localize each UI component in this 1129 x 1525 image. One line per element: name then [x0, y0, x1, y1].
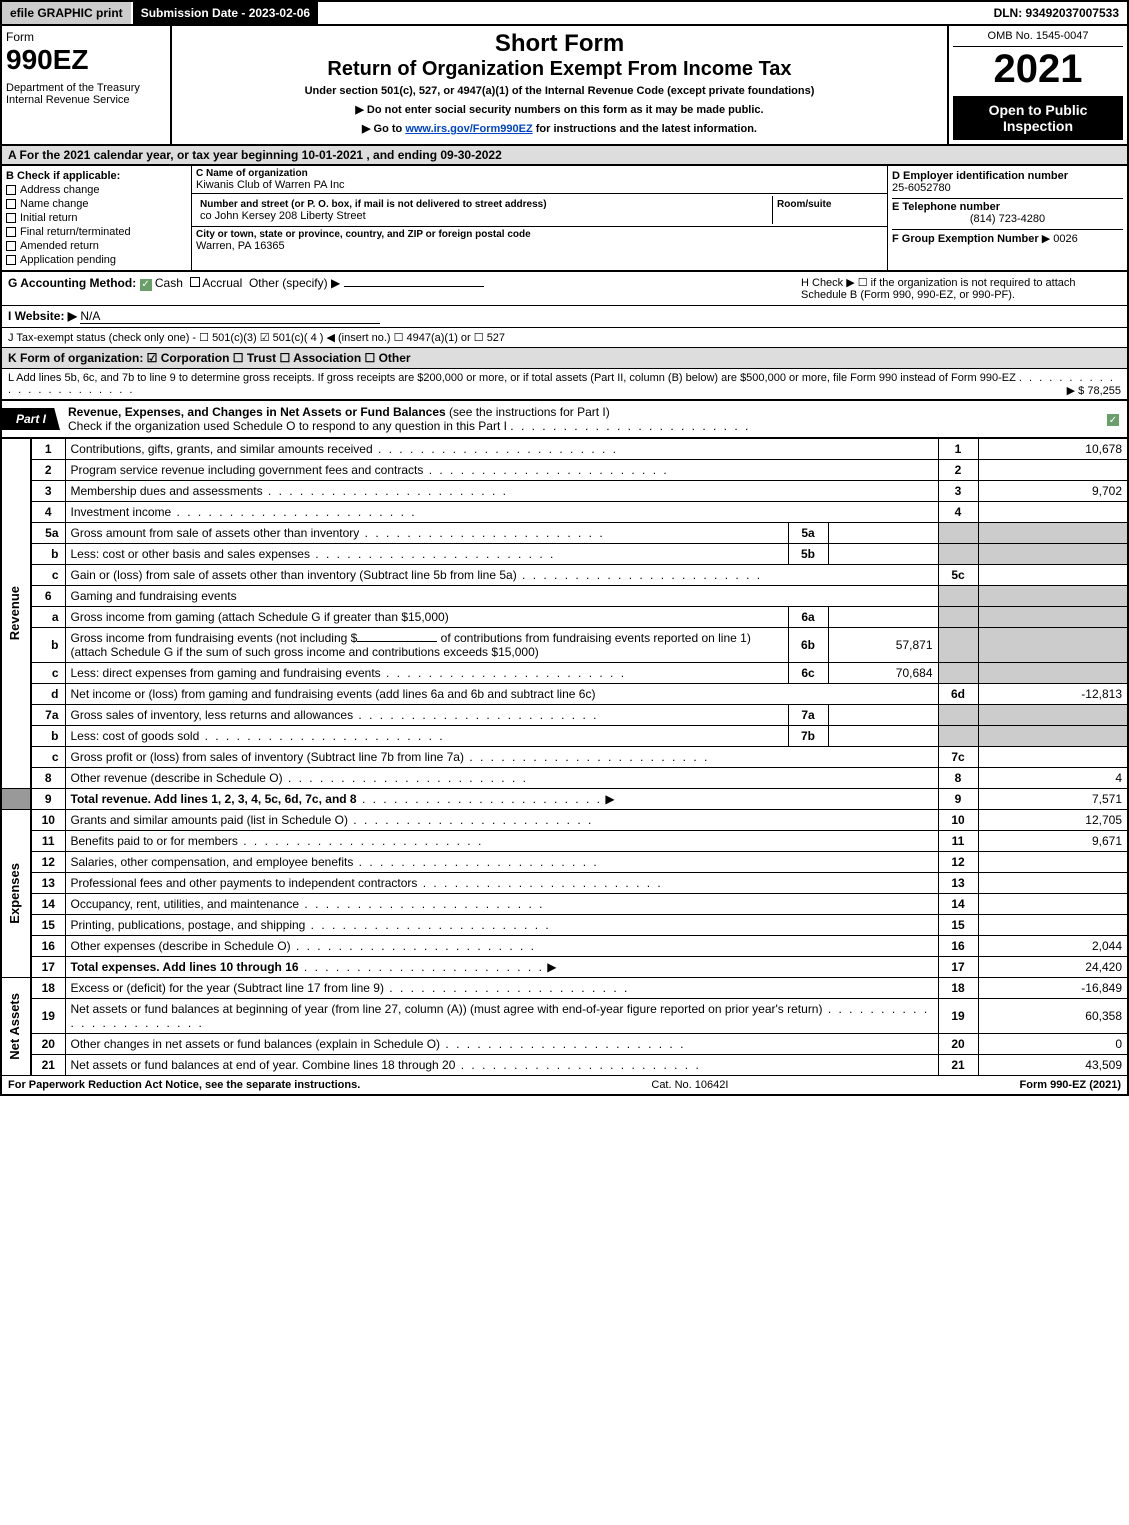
ssn-warning: ▶ Do not enter social security numbers o… [176, 103, 943, 116]
part-1-header: Part I Revenue, Expenses, and Changes in… [0, 401, 1129, 438]
section-j: J Tax-exempt status (check only one) - ☐… [0, 327, 1129, 347]
other-specify-input[interactable] [344, 286, 484, 287]
page-footer: For Paperwork Reduction Act Notice, see … [0, 1076, 1129, 1096]
section-l: L Add lines 5b, 6c, and 7b to line 9 to … [0, 368, 1129, 401]
chk-initial-return[interactable]: Initial return [6, 212, 187, 224]
tax-year: 2021 [953, 47, 1123, 92]
submission-date-button[interactable]: Submission Date - 2023-02-06 [133, 2, 320, 24]
part-1-title: Revenue, Expenses, and Changes in Net As… [68, 405, 446, 419]
under-section: Under section 501(c), 527, or 4947(a)(1)… [176, 85, 943, 97]
line-1-val: 10,678 [978, 439, 1128, 460]
omb-number: OMB No. 1545-0047 [953, 30, 1123, 47]
org-name-row: C Name of organization Kiwanis Club of W… [192, 166, 887, 194]
footer-left: For Paperwork Reduction Act Notice, see … [8, 1079, 360, 1091]
part-1-sub: Check if the organization used Schedule … [68, 419, 507, 433]
goto-post: for instructions and the latest informat… [533, 123, 757, 135]
goto-instructions: ▶ Go to www.irs.gov/Form990EZ for instru… [176, 122, 943, 135]
form-header: Form 990EZ Department of the Treasury In… [0, 24, 1129, 146]
rev-sep [1, 789, 31, 810]
b-heading: B Check if applicable: [6, 170, 187, 182]
org-name-label: C Name of organization [196, 168, 883, 179]
revenue-side: Revenue [1, 439, 31, 789]
efile-print-button[interactable]: efile GRAPHIC print [2, 2, 133, 24]
line-1-num: 1 [938, 439, 978, 460]
header-right: OMB No. 1545-0047 2021 Open to Public In… [947, 26, 1127, 144]
part-1-table: Revenue 1 Contributions, gifts, grants, … [0, 438, 1129, 1076]
street-row: Number and street (or P. O. box, if mail… [192, 194, 887, 227]
section-b-c-d: B Check if applicable: Address change Na… [0, 164, 1129, 270]
g-other: Other (specify) ▶ [249, 276, 340, 290]
section-c: C Name of organization Kiwanis Club of W… [192, 166, 887, 270]
city-row: City or town, state or province, country… [192, 227, 887, 254]
check-icon: ✓ [140, 279, 152, 291]
g-accrual: Accrual [202, 276, 242, 290]
line-1-desc: Contributions, gifts, grants, and simila… [65, 439, 938, 460]
section-h: H Check ▶ ☐ if the organization is not r… [801, 276, 1121, 301]
part-1-note: (see the instructions for Part I) [449, 405, 610, 419]
footer-form-ref: Form 990-EZ (2021) [1020, 1079, 1121, 1091]
section-d-e-f: D Employer identification number 25-6052… [887, 166, 1127, 270]
g-cash: Cash [155, 276, 183, 290]
chk-final-return[interactable]: Final return/terminated [6, 226, 187, 238]
irs-link[interactable]: www.irs.gov/Form990EZ [405, 123, 532, 135]
return-title: Return of Organization Exempt From Incom… [176, 58, 943, 81]
goto-pre: ▶ Go to [362, 123, 405, 135]
short-form-title: Short Form [176, 30, 943, 58]
city-label: City or town, state or province, country… [196, 229, 883, 240]
part-1-checkbox[interactable]: ✓ [1107, 412, 1119, 427]
website-value: N/A [80, 309, 380, 324]
netassets-side: Net Assets [1, 978, 31, 1076]
group-exemption-label: F Group Exemption Number [892, 233, 1039, 245]
chk-name-change[interactable]: Name change [6, 198, 187, 210]
chk-address-change[interactable]: Address change [6, 184, 187, 196]
phone-label: E Telephone number [892, 201, 1123, 213]
section-b: B Check if applicable: Address change Na… [2, 166, 192, 270]
accrual-checkbox[interactable] [190, 277, 200, 287]
form-word: Form [6, 30, 166, 44]
ein-label: D Employer identification number [892, 170, 1123, 182]
org-name: Kiwanis Club of Warren PA Inc [196, 179, 883, 191]
ein-value: 25-6052780 [892, 182, 1123, 194]
department-label: Department of the Treasury Internal Reve… [6, 82, 166, 106]
dln-label: DLN: 93492037007533 [986, 2, 1127, 24]
l-amount: ▶ $ 78,255 [1067, 384, 1121, 397]
section-g-h: G Accounting Method: ✓ Cash Accrual Othe… [0, 270, 1129, 305]
top-bar: efile GRAPHIC print Submission Date - 20… [0, 0, 1129, 24]
city-value: Warren, PA 16365 [196, 240, 883, 252]
street-label: Number and street (or P. O. box, if mail… [200, 199, 547, 210]
section-a: A For the 2021 calendar year, or tax yea… [0, 146, 1129, 164]
street-value: co John Kersey 208 Liberty Street [200, 210, 366, 222]
header-left: Form 990EZ Department of the Treasury In… [2, 26, 172, 144]
form-number: 990EZ [6, 44, 166, 76]
header-middle: Short Form Return of Organization Exempt… [172, 26, 947, 144]
expenses-side: Expenses [1, 810, 31, 978]
footer-catalog: Cat. No. 10642I [651, 1079, 728, 1091]
open-to-public: Open to Public Inspection [953, 96, 1123, 140]
phone-value: (814) 723-4280 [892, 213, 1123, 225]
part-1-tag: Part I [2, 408, 60, 430]
chk-amended-return[interactable]: Amended return [6, 240, 187, 252]
section-i: I Website: ▶ N/A [0, 305, 1129, 327]
l-text: L Add lines 5b, 6c, and 7b to line 9 to … [8, 372, 1016, 384]
section-g: G Accounting Method: ✓ Cash Accrual Othe… [8, 276, 781, 301]
g-label: G Accounting Method: [8, 276, 136, 290]
chk-application-pending[interactable]: Application pending [6, 254, 187, 266]
room-label: Room/suite [777, 199, 831, 210]
ln-1: 1 [31, 439, 65, 460]
group-exemption-value: ▶ 0026 [1042, 233, 1078, 245]
section-k: K Form of organization: ☑ Corporation ☐ … [0, 347, 1129, 368]
website-label: I Website: ▶ [8, 309, 77, 323]
part-1-title-block: Revenue, Expenses, and Changes in Net As… [60, 401, 758, 437]
